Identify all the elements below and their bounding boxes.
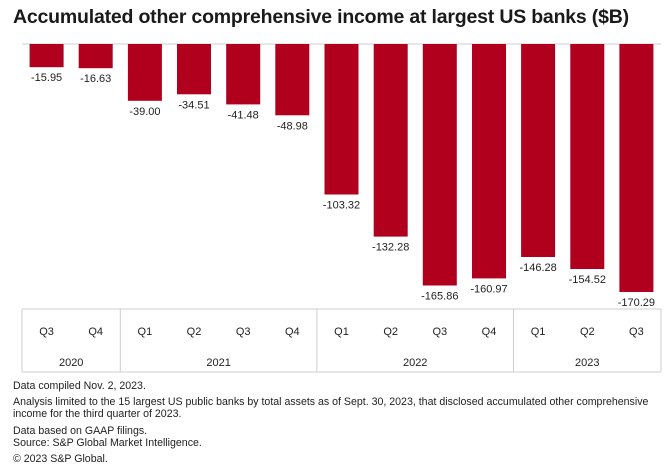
quarter-tick-label: Q3 bbox=[629, 326, 644, 338]
bar bbox=[422, 44, 457, 286]
quarter-tick-label: Q4 bbox=[482, 326, 497, 338]
year-tick-label: 2020 bbox=[59, 357, 83, 369]
quarter-tick-label: Q3 bbox=[236, 326, 251, 338]
bar bbox=[472, 44, 506, 279]
value-label: -15.95 bbox=[31, 72, 62, 84]
quarter-tick-label: Q2 bbox=[580, 326, 595, 338]
bar bbox=[275, 44, 310, 116]
bar bbox=[127, 44, 162, 101]
value-label: -103.32 bbox=[323, 200, 360, 212]
value-label: -170.29 bbox=[618, 297, 655, 309]
bar bbox=[177, 44, 211, 95]
bar bbox=[29, 44, 64, 68]
value-label: -160.97 bbox=[470, 283, 507, 295]
footnote-gaap: Data based on GAAP filings. bbox=[13, 424, 148, 437]
footnote-analysis: Analysis limited to the 15 largest US pu… bbox=[13, 396, 649, 421]
value-label: -48.98 bbox=[277, 120, 308, 132]
value-label: -132.28 bbox=[372, 242, 409, 254]
year-tick-label: 2021 bbox=[206, 357, 230, 369]
quarter-tick-label: Q2 bbox=[187, 326, 202, 338]
footnotes: Data compiled Nov. 2, 2023. Analysis lim… bbox=[13, 380, 653, 465]
quarter-tick-label: Q3 bbox=[432, 326, 447, 338]
bar bbox=[78, 44, 113, 69]
footnote-copyright: © 2023 S&P Global. bbox=[13, 453, 108, 466]
bar bbox=[521, 44, 556, 257]
value-label: -165.86 bbox=[421, 291, 458, 303]
bar bbox=[324, 44, 359, 195]
value-label: -34.51 bbox=[178, 99, 209, 111]
value-label: -39.00 bbox=[129, 106, 160, 118]
quarter-tick-label: Q1 bbox=[138, 326, 153, 338]
value-label: -146.28 bbox=[519, 262, 556, 274]
footnote-source: Source: S&P Global Market Intelligence. bbox=[13, 436, 202, 449]
quarter-tick-label: Q2 bbox=[383, 326, 398, 338]
quarter-tick-label: Q4 bbox=[88, 326, 103, 338]
bar bbox=[619, 44, 654, 292]
year-tick-label: 2023 bbox=[575, 357, 599, 369]
quarter-tick-label: Q3 bbox=[39, 326, 54, 338]
quarter-tick-label: Q1 bbox=[334, 326, 349, 338]
value-label: -16.63 bbox=[80, 73, 111, 85]
bar bbox=[570, 44, 605, 269]
quarter-tick-label: Q4 bbox=[285, 326, 300, 338]
bar bbox=[373, 44, 408, 237]
year-tick-label: 2022 bbox=[403, 357, 427, 369]
value-label: -154.52 bbox=[569, 274, 606, 286]
chart-title: Accumulated other comprehensive income a… bbox=[13, 6, 629, 28]
bar-chart: -15.95 -16.63 -39.00 -34.51 -41.48 -48.98 -103… bbox=[21, 43, 662, 373]
quarter-tick-label: Q1 bbox=[531, 326, 546, 338]
value-label: -41.48 bbox=[228, 109, 259, 121]
footnote-compiled: Data compiled Nov. 2, 2023. bbox=[13, 380, 146, 392]
bar bbox=[226, 44, 261, 105]
